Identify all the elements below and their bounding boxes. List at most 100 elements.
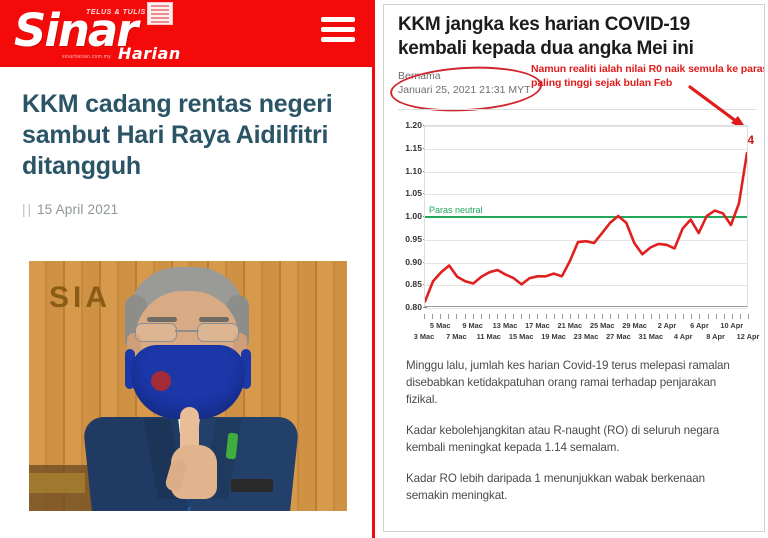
x-axis-tick [731, 314, 733, 319]
hamburger-bar [321, 27, 355, 32]
x-axis-tick-label: 10 Apr [720, 321, 744, 330]
x-axis-tick [561, 314, 563, 319]
hamburger-menu-icon[interactable] [321, 17, 355, 43]
x-axis-tick [723, 314, 725, 319]
x-axis-tick [464, 314, 466, 319]
x-axis-tick-label: 21 Mac [557, 321, 583, 330]
article-paragraph: Minggu lalu, jumlah kes harian Covid-19 … [406, 359, 730, 406]
x-axis-tick-label: 23 Mac [573, 332, 599, 341]
x-axis-tick-label: 4 Apr [673, 332, 693, 341]
photo-desk-ledge [29, 473, 85, 493]
neutral-threshold-line [425, 216, 747, 218]
y-axis-tick-label: 0.85 [394, 279, 427, 289]
gridline [425, 194, 747, 196]
x-axis-tick-label: 7 Mac [446, 332, 467, 341]
x-axis-tick [505, 314, 506, 319]
article-paragraph: Kadar RO lebih daripada 1 menunjukkan wa… [406, 472, 705, 502]
chart-plot-area: Paras neutral [424, 125, 748, 309]
sinar-harian-logo[interactable]: TELUS & TULIS Sinar sinarharian.com.my H… [14, 2, 184, 66]
x-axis-tick [610, 314, 612, 319]
left-article-body: KKM cadang rentas negeri sambut Hari Ray… [0, 67, 372, 217]
chart-line-series [425, 126, 747, 306]
logo-tagline: TELUS & TULIS [86, 9, 146, 16]
x-axis-tick [594, 314, 596, 319]
hamburger-bar [321, 37, 355, 42]
x-axis-tick [626, 314, 628, 319]
sinar-harian-masthead: TELUS & TULIS Sinar sinarharian.com.my H… [0, 0, 372, 67]
glasses-lens-right [197, 323, 239, 342]
name-badge [231, 479, 273, 492]
x-axis-tick [739, 314, 741, 319]
y-axis-tick-label: 1.10 [394, 166, 427, 176]
r-naught-chart: Kadar kebolehjangkitan R-naught (RO) neg… [394, 117, 760, 349]
x-axis-tick [707, 314, 709, 319]
byline-datetime: Januari 25, 2021 21:31 MYT [398, 84, 531, 96]
x-axis-tick [691, 314, 693, 319]
y-axis-tick-label: 0.95 [394, 234, 427, 244]
x-axis-tick [699, 314, 701, 319]
x-axis-tick [748, 314, 749, 319]
left-article-panel: TELUS & TULIS Sinar sinarharian.com.my H… [0, 0, 372, 538]
logo-main-text: Sinar [14, 4, 138, 57]
x-axis-tick-label: 19 Mac [541, 332, 566, 341]
x-axis-tick-label: 27 Mac [606, 332, 631, 341]
x-axis-tick-label: 3 Mac [413, 332, 435, 341]
chart-x-axis-labels: 3 Mac 5 Mac 7 Mac 9 Mac 11 Mac 13 Mac 15 Mac 17… [394, 319, 760, 349]
x-axis-tick [683, 314, 685, 319]
x-axis-tick [650, 314, 652, 319]
left-article-headline: KKM cadang rentas negeri sambut Hari Ray… [22, 90, 333, 180]
hamburger-bar [321, 17, 355, 22]
x-axis-tick [448, 314, 450, 319]
x-axis-tick [569, 314, 571, 319]
x-axis-tick [618, 314, 620, 319]
x-axis-tick [440, 314, 442, 319]
x-axis-tick-label: 29 Mac [622, 321, 647, 330]
right-article-byline: Bernama Januari 25, 2021 21:31 MYT [388, 63, 764, 115]
x-axis-tick [424, 314, 425, 319]
person-brow-left [147, 317, 177, 322]
y-axis-tick-label: 0.80 [394, 302, 427, 312]
gridline [425, 308, 747, 309]
x-axis-tick [577, 314, 579, 319]
gridline [425, 171, 747, 173]
logo-sub-text: Harian [118, 44, 181, 63]
x-axis-tick-label: 15 Mac [508, 332, 534, 341]
y-axis-tick-label: 1.20 [394, 120, 427, 130]
byline-source: Bernama [398, 70, 441, 82]
x-axis-tick [496, 314, 498, 319]
y-axis-tick-label: 1.05 [394, 188, 427, 198]
x-axis-tick-label: 6 Apr [690, 321, 709, 330]
person-face-mask [131, 345, 245, 419]
x-axis-tick [521, 314, 523, 319]
person-brow-right [199, 317, 229, 322]
x-axis-tick [602, 314, 604, 319]
right-article-headline: KKM jangka kes harian COVID-19 kembali k… [398, 14, 694, 59]
x-axis-tick [480, 314, 482, 319]
x-axis-tick [472, 314, 474, 319]
gridline [425, 126, 747, 127]
glasses-bridge [175, 330, 199, 332]
gridline [425, 262, 747, 264]
y-axis-tick-label: 0.90 [394, 257, 427, 267]
logo-website-url: sinarharian.com.my [62, 54, 112, 60]
x-axis-tick-label: 2 Apr [657, 321, 677, 330]
mask-strap-left [125, 349, 135, 389]
x-axis-tick-label: 5 Mac [429, 321, 451, 330]
x-axis-tick [642, 314, 644, 319]
x-axis-tick-label: 13 Mac [492, 321, 518, 330]
mask-emblem-icon [151, 371, 171, 391]
inner-screenshot-card: KKM jangka kes harian COVID-19 kembali k… [383, 4, 765, 532]
x-axis-tick-label: 25 Mac [589, 321, 615, 330]
photo-person [81, 267, 300, 511]
x-axis-tick [553, 314, 555, 319]
article-paragraph: Kadar kebolehjangkitan atau R-naught (RO… [406, 424, 720, 454]
x-axis-tick [545, 314, 547, 319]
right-article-panel: KKM jangka kes harian COVID-19 kembali k… [372, 0, 768, 538]
gridline [425, 148, 747, 150]
horizontal-divider [398, 109, 756, 110]
x-axis-tick-label: 8 Apr [706, 332, 725, 341]
x-axis-tick [658, 314, 660, 319]
x-axis-tick [488, 314, 490, 319]
mask-strap-right [241, 349, 251, 389]
